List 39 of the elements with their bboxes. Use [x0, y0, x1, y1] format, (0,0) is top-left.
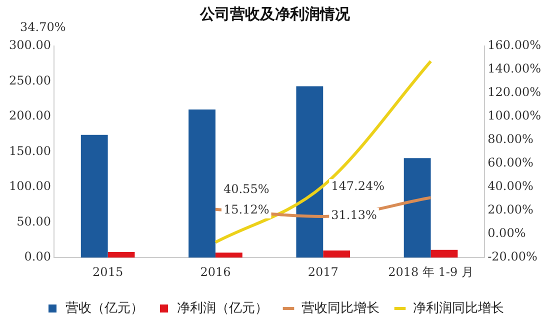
- y-tick-label: 50.00: [16, 214, 51, 228]
- y2-tick-label: 0.00%: [488, 226, 526, 240]
- y-tick-label: 250.00: [8, 73, 51, 88]
- annotation: 147.24%: [331, 179, 385, 194]
- y2-tick-label: 20.00%: [488, 202, 534, 217]
- y2-tick-label: 40.00%: [488, 179, 534, 194]
- bar: [108, 252, 135, 258]
- text: 34.70%: [20, 20, 66, 34]
- y2-tick-label: 120.00%: [488, 85, 541, 100]
- y-tick-label: 100.00: [8, 179, 51, 194]
- bar: [430, 250, 458, 258]
- annotation: 15.12%: [223, 202, 270, 216]
- y-tick-label: 150.00: [8, 144, 51, 158]
- bar: [404, 158, 431, 258]
- legend-label: 净利润同比增长: [413, 300, 504, 316]
- bar: [323, 250, 350, 258]
- bar: [215, 252, 242, 258]
- annotation: 31.13%: [331, 208, 377, 222]
- bar: [80, 134, 108, 258]
- bar: [296, 86, 324, 258]
- y2-tick-label: 140.00%: [488, 62, 541, 76]
- y2-tick-label: 80.00%: [488, 132, 534, 146]
- legend-label: 营收同比增长: [302, 300, 380, 316]
- y-tick-label: 200.00: [8, 108, 51, 123]
- y2-tick-label: -20.00%: [488, 250, 538, 264]
- legend-label: 营收（亿元）: [66, 300, 144, 316]
- x-tick-label: 2017: [308, 264, 338, 279]
- y-tick-label: 300.00: [8, 38, 51, 52]
- chart-title: 公司营收及净利润情况: [199, 4, 351, 23]
- annotation: 40.55%: [223, 182, 270, 196]
- bar: [188, 109, 216, 258]
- y-tick-label: 0.00: [24, 250, 51, 264]
- legend-label: 净利润（亿元）: [177, 300, 268, 316]
- x-tick-label: 2016: [200, 264, 231, 279]
- y2-tick-label: 100.00%: [488, 108, 541, 123]
- y2-tick-label: 160.00%: [488, 38, 541, 52]
- x-tick-label: 2015: [92, 264, 124, 279]
- x-tick-label: 2018 年 1-9 月: [388, 264, 474, 279]
- y2-tick-label: 60.00%: [488, 156, 534, 170]
